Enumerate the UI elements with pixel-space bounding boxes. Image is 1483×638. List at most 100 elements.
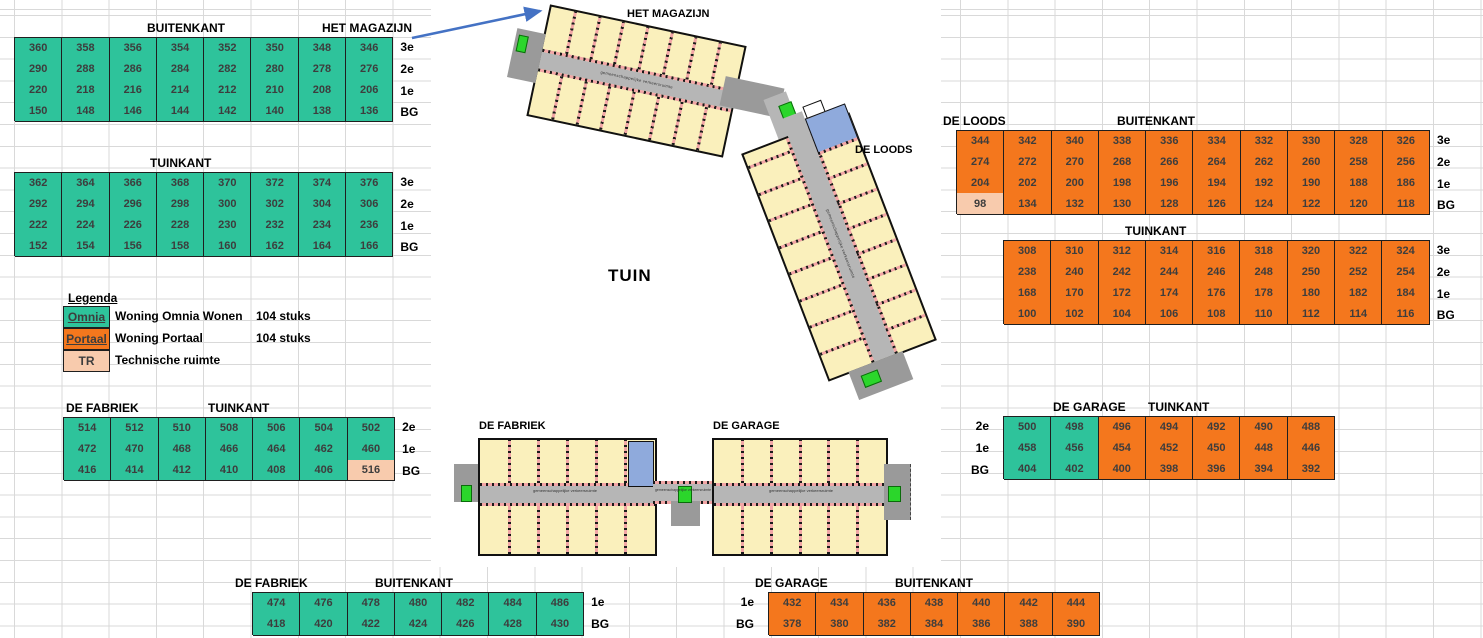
unit-cell-200[interactable]: 200 xyxy=(1051,172,1099,195)
unit-cell-302[interactable]: 302 xyxy=(251,193,299,216)
unit-cell-224[interactable]: 224 xyxy=(62,214,110,237)
unit-cell-444[interactable]: 444 xyxy=(1052,593,1101,615)
unit-cell-198[interactable]: 198 xyxy=(1098,172,1147,195)
unit-cell-124[interactable]: 124 xyxy=(1240,193,1289,216)
unit-cell-334[interactable]: 334 xyxy=(1193,131,1241,153)
unit-cell-394[interactable]: 394 xyxy=(1240,458,1288,481)
unit-cell-192[interactable]: 192 xyxy=(1240,172,1289,195)
unit-cell-486[interactable]: 486 xyxy=(536,593,585,615)
unit-cell-468[interactable]: 468 xyxy=(158,438,206,461)
unit-cell-258[interactable]: 258 xyxy=(1335,151,1383,174)
legend-key-tr[interactable]: TR xyxy=(63,350,110,372)
unit-cell-254[interactable]: 254 xyxy=(1382,261,1430,284)
unit-cell-274[interactable]: 274 xyxy=(957,151,1005,174)
unit-cell-104[interactable]: 104 xyxy=(1098,303,1146,326)
unit-cell-454[interactable]: 454 xyxy=(1098,437,1146,460)
unit-cell-448[interactable]: 448 xyxy=(1240,437,1288,460)
unit-cell-494[interactable]: 494 xyxy=(1145,417,1194,439)
unit-cell-504[interactable]: 504 xyxy=(300,418,348,440)
unit-cell-154[interactable]: 154 xyxy=(62,235,110,258)
unit-cell-208[interactable]: 208 xyxy=(298,79,347,102)
unit-cell-196[interactable]: 196 xyxy=(1146,172,1194,195)
unit-cell-268[interactable]: 268 xyxy=(1098,151,1147,174)
unit-cell-288[interactable]: 288 xyxy=(62,58,110,81)
unit-cell-156[interactable]: 156 xyxy=(109,235,157,258)
unit-cell-352[interactable]: 352 xyxy=(204,38,252,60)
unit-cell-242[interactable]: 242 xyxy=(1098,261,1146,284)
unit-cell-416[interactable]: 416 xyxy=(64,459,112,482)
unit-cell-412[interactable]: 412 xyxy=(158,459,206,482)
unit-cell-218[interactable]: 218 xyxy=(62,79,110,102)
unit-cell-186[interactable]: 186 xyxy=(1382,172,1430,195)
unit-cell-272[interactable]: 272 xyxy=(1004,151,1052,174)
unit-cell-282[interactable]: 282 xyxy=(204,58,252,81)
unit-cell-244[interactable]: 244 xyxy=(1145,261,1194,284)
unit-cell-178[interactable]: 178 xyxy=(1240,282,1288,305)
unit-cell-364[interactable]: 364 xyxy=(62,173,110,195)
unit-cell-472[interactable]: 472 xyxy=(64,438,112,461)
unit-cell-146[interactable]: 146 xyxy=(109,100,157,123)
unit-cell-330[interactable]: 330 xyxy=(1288,131,1336,153)
unit-cell-348[interactable]: 348 xyxy=(298,38,347,60)
unit-cell-332[interactable]: 332 xyxy=(1240,131,1289,153)
unit-cell-356[interactable]: 356 xyxy=(109,38,157,60)
unit-cell-450[interactable]: 450 xyxy=(1193,437,1241,460)
unit-cell-228[interactable]: 228 xyxy=(156,214,205,237)
unit-cell-392[interactable]: 392 xyxy=(1287,458,1336,481)
unit-cell-150[interactable]: 150 xyxy=(15,100,63,123)
unit-cell-134[interactable]: 134 xyxy=(1004,193,1052,216)
unit-cell-476[interactable]: 476 xyxy=(300,593,348,615)
unit-cell-414[interactable]: 414 xyxy=(111,459,159,482)
unit-cell-108[interactable]: 108 xyxy=(1193,303,1241,326)
unit-cell-278[interactable]: 278 xyxy=(298,58,347,81)
unit-cell-190[interactable]: 190 xyxy=(1288,172,1336,195)
unit-cell-232[interactable]: 232 xyxy=(251,214,299,237)
unit-cell-376[interactable]: 376 xyxy=(346,173,394,195)
unit-cell-202[interactable]: 202 xyxy=(1004,172,1052,195)
unit-cell-502[interactable]: 502 xyxy=(347,418,396,440)
unit-cell-316[interactable]: 316 xyxy=(1193,241,1241,263)
unit-cell-322[interactable]: 322 xyxy=(1335,241,1383,263)
unit-cell-238[interactable]: 238 xyxy=(1004,261,1052,284)
unit-cell-256[interactable]: 256 xyxy=(1382,151,1430,174)
unit-cell-514[interactable]: 514 xyxy=(64,418,112,440)
unit-cell-360[interactable]: 360 xyxy=(15,38,63,60)
unit-cell-148[interactable]: 148 xyxy=(62,100,110,123)
unit-cell-290[interactable]: 290 xyxy=(15,58,63,81)
unit-cell-250[interactable]: 250 xyxy=(1287,261,1336,284)
unit-cell-424[interactable]: 424 xyxy=(394,613,443,636)
unit-cell-130[interactable]: 130 xyxy=(1098,193,1147,216)
unit-cell-204[interactable]: 204 xyxy=(957,172,1005,195)
unit-cell-408[interactable]: 408 xyxy=(253,459,301,482)
unit-cell-222[interactable]: 222 xyxy=(15,214,63,237)
unit-cell-306[interactable]: 306 xyxy=(346,193,394,216)
unit-cell-230[interactable]: 230 xyxy=(204,214,252,237)
unit-cell-410[interactable]: 410 xyxy=(205,459,254,482)
unit-cell-382[interactable]: 382 xyxy=(863,613,911,636)
unit-cell-308[interactable]: 308 xyxy=(1004,241,1052,263)
unit-cell-172[interactable]: 172 xyxy=(1098,282,1146,305)
unit-cell-428[interactable]: 428 xyxy=(489,613,537,636)
unit-cell-118[interactable]: 118 xyxy=(1382,193,1430,216)
unit-cell-342[interactable]: 342 xyxy=(1004,131,1052,153)
unit-cell-374[interactable]: 374 xyxy=(298,173,347,195)
unit-cell-298[interactable]: 298 xyxy=(156,193,205,216)
unit-cell-354[interactable]: 354 xyxy=(156,38,205,60)
legend-key-portaal[interactable]: Portaal xyxy=(63,328,110,350)
unit-cell-340[interactable]: 340 xyxy=(1051,131,1099,153)
unit-cell-484[interactable]: 484 xyxy=(489,593,537,615)
unit-cell-236[interactable]: 236 xyxy=(346,214,394,237)
unit-cell-314[interactable]: 314 xyxy=(1145,241,1194,263)
unit-cell-510[interactable]: 510 xyxy=(158,418,206,440)
unit-cell-338[interactable]: 338 xyxy=(1098,131,1147,153)
unit-cell-294[interactable]: 294 xyxy=(62,193,110,216)
unit-cell-132[interactable]: 132 xyxy=(1051,193,1099,216)
unit-cell-346[interactable]: 346 xyxy=(346,38,394,60)
unit-cell-398[interactable]: 398 xyxy=(1145,458,1194,481)
unit-cell-304[interactable]: 304 xyxy=(298,193,347,216)
unit-cell-406[interactable]: 406 xyxy=(300,459,348,482)
unit-cell-446[interactable]: 446 xyxy=(1287,437,1336,460)
unit-cell-166[interactable]: 166 xyxy=(346,235,394,258)
unit-cell-280[interactable]: 280 xyxy=(251,58,299,81)
unit-cell-402[interactable]: 402 xyxy=(1051,458,1099,481)
